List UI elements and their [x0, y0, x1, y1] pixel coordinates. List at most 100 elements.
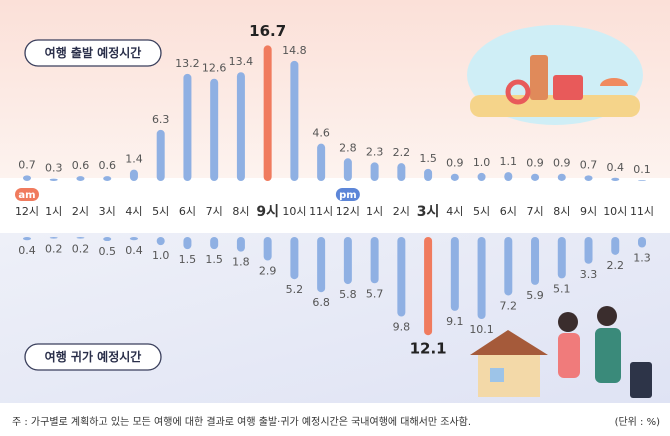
bar [397, 163, 406, 181]
value-label: 0.4 [18, 244, 36, 257]
value-label: 3.3 [580, 268, 598, 281]
bar [370, 237, 379, 284]
bar [76, 237, 85, 239]
bar [103, 237, 112, 242]
footnote: 주 : 가구별로 계획하고 있는 모든 여행에 대한 결과로 여행 출발·귀가 … [12, 415, 471, 428]
home-illustration [470, 306, 652, 398]
bar [290, 60, 299, 181]
x-tick-label: 11시 [309, 205, 333, 218]
bar [343, 237, 352, 285]
value-label: 5.9 [526, 289, 544, 302]
value-label: 0.9 [446, 157, 464, 170]
x-tick-label: 7시 [206, 205, 223, 218]
bar [156, 237, 165, 246]
value-label: 1.4 [125, 153, 143, 166]
bar [343, 158, 352, 181]
bar [557, 173, 566, 181]
value-label: 5.2 [286, 283, 304, 296]
value-label: 0.2 [45, 243, 63, 256]
value-label: 0.4 [607, 161, 625, 174]
value-label: 0.6 [72, 159, 90, 172]
bar [638, 180, 646, 181]
value-label: 6.8 [312, 296, 330, 309]
bar [236, 237, 245, 252]
bar [49, 178, 58, 181]
value-label: 2.3 [366, 145, 384, 158]
value-label: 0.2 [72, 243, 90, 256]
bar [424, 168, 433, 181]
x-tick-label: 1시 [366, 205, 383, 218]
value-label: 0.7 [18, 158, 36, 171]
bar [584, 175, 593, 181]
x-tick-label: 3시 [417, 204, 440, 220]
bar [477, 237, 486, 319]
value-label: 1.5 [419, 152, 437, 165]
value-label: 0.5 [98, 245, 116, 258]
bar [450, 237, 459, 311]
bar [23, 175, 31, 181]
period-badge [335, 188, 360, 201]
x-tick-label: 4시 [125, 205, 142, 218]
x-tick-label: 10시 [603, 205, 627, 218]
bar [611, 177, 620, 181]
x-tick-label: 6시 [500, 205, 517, 218]
x-tick-label: 2시 [72, 205, 89, 218]
value-label: 0.9 [526, 157, 544, 170]
bar [317, 143, 326, 181]
bar [183, 73, 192, 181]
bar [76, 176, 85, 181]
bar [557, 237, 566, 279]
bar [531, 173, 540, 181]
value-label: 0.4 [125, 244, 143, 257]
x-tick-label: 6시 [179, 205, 196, 218]
x-tick-label: 9시 [256, 204, 279, 220]
value-label: 1.5 [179, 253, 197, 266]
value-label: 9.1 [446, 315, 464, 328]
value-label: 0.1 [633, 163, 651, 176]
value-label: 1.0 [473, 156, 491, 169]
x-tick-label: 12시 [15, 205, 39, 218]
x-tick-label: 7시 [526, 205, 543, 218]
bar [397, 237, 406, 317]
value-label: 7.2 [500, 299, 518, 312]
x-tick-label: 8시 [553, 205, 570, 218]
value-label: 1.0 [152, 249, 170, 262]
legend-label: 여행 귀가 예정시간 [45, 349, 142, 364]
bar [290, 237, 299, 280]
x-tick-label: 5시 [473, 205, 490, 218]
value-label: 5.7 [366, 287, 384, 300]
bar [156, 129, 165, 181]
value-label: 16.7 [249, 22, 286, 40]
bar [477, 172, 486, 181]
bar [450, 173, 459, 181]
x-tick-label: 1시 [45, 205, 62, 218]
value-label: 1.5 [205, 253, 223, 266]
bar [317, 237, 326, 293]
legend-box [24, 343, 162, 371]
x-tick-label: 4시 [446, 205, 463, 218]
x-tick-label: 10시 [282, 205, 306, 218]
value-label: 13.2 [175, 57, 200, 70]
period-label: pm [339, 190, 357, 201]
value-label: 1.3 [633, 252, 651, 265]
x-tick-label: 2시 [393, 205, 410, 218]
bar [263, 45, 272, 181]
value-label: 13.4 [229, 55, 254, 68]
value-label: 5.8 [339, 288, 357, 301]
value-label: 2.2 [393, 146, 411, 159]
value-label: 2.8 [339, 141, 357, 154]
value-label: 12.1 [410, 340, 447, 358]
bar [531, 237, 540, 285]
value-label: 2.9 [259, 265, 277, 278]
bar [210, 78, 219, 181]
bar [236, 72, 245, 181]
beach-illustration [467, 25, 643, 125]
x-tick-label: 9시 [580, 205, 597, 218]
period-label: am [18, 190, 35, 201]
bar [129, 237, 138, 241]
x-tick-label: 3시 [99, 205, 116, 218]
value-label: 10.1 [469, 323, 494, 336]
value-label: 0.6 [98, 159, 116, 172]
x-tick-label: 8시 [232, 205, 249, 218]
